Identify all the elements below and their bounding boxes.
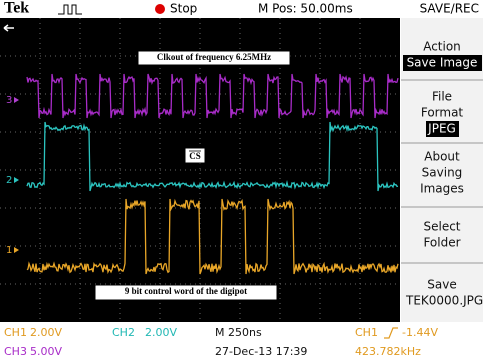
menu-label[interactable]: Folder bbox=[423, 236, 460, 250]
stop-indicator bbox=[155, 4, 165, 14]
channel-marker: 2 bbox=[6, 175, 12, 186]
ch1-label: CH1 bbox=[4, 326, 27, 339]
ch1-scale: 2.00V bbox=[30, 326, 62, 339]
menu-label[interactable]: Save bbox=[427, 278, 456, 292]
brand: Tek bbox=[4, 0, 29, 17]
menu-value[interactable]: Save Image bbox=[407, 56, 478, 70]
ch3-label: CH3 bbox=[4, 345, 27, 358]
menu-label[interactable]: Action bbox=[423, 40, 461, 54]
frequency: 423.782kHz bbox=[355, 345, 421, 358]
ch2-label: CH2 bbox=[112, 326, 135, 339]
menu-label[interactable]: Format bbox=[421, 106, 464, 120]
timebase: M 250ns bbox=[215, 326, 262, 339]
channel-marker: 3 bbox=[6, 95, 12, 106]
annotation: 9 bit control word of the digipot bbox=[125, 286, 247, 296]
run-status: Stop bbox=[170, 2, 197, 16]
trigger-source: CH1 bbox=[355, 326, 378, 339]
side-menu: Action Save Image File Format JPEG About… bbox=[401, 18, 483, 322]
oscilloscope-screen: Tek Stop M Pos: 50.00ms SAVE/REC 3 2 1 C… bbox=[0, 0, 483, 364]
annotation: Clkout of frequency 6.25MHz bbox=[157, 52, 271, 62]
datetime: 27-Dec-13 17:39 bbox=[215, 345, 307, 358]
menu-label[interactable]: Select bbox=[423, 220, 460, 234]
menu-label[interactable]: TEK0000.JPG bbox=[405, 294, 483, 308]
channel-marker: 1 bbox=[6, 245, 12, 256]
menu-value[interactable]: JPEG bbox=[427, 122, 456, 136]
menu-label[interactable]: File bbox=[432, 90, 452, 104]
trigger-level: -1.44V bbox=[402, 326, 438, 339]
menu-title: SAVE/REC bbox=[420, 2, 479, 16]
ch3-scale: 5.00V bbox=[30, 345, 62, 358]
annotation: CS bbox=[189, 151, 201, 161]
menu-label[interactable]: Saving bbox=[422, 166, 463, 180]
ch2-scale: 2.00V bbox=[145, 326, 177, 339]
menu-label[interactable]: Images bbox=[420, 182, 464, 196]
menu-label[interactable]: About bbox=[424, 150, 460, 164]
position: M Pos: 50.00ms bbox=[258, 2, 353, 16]
